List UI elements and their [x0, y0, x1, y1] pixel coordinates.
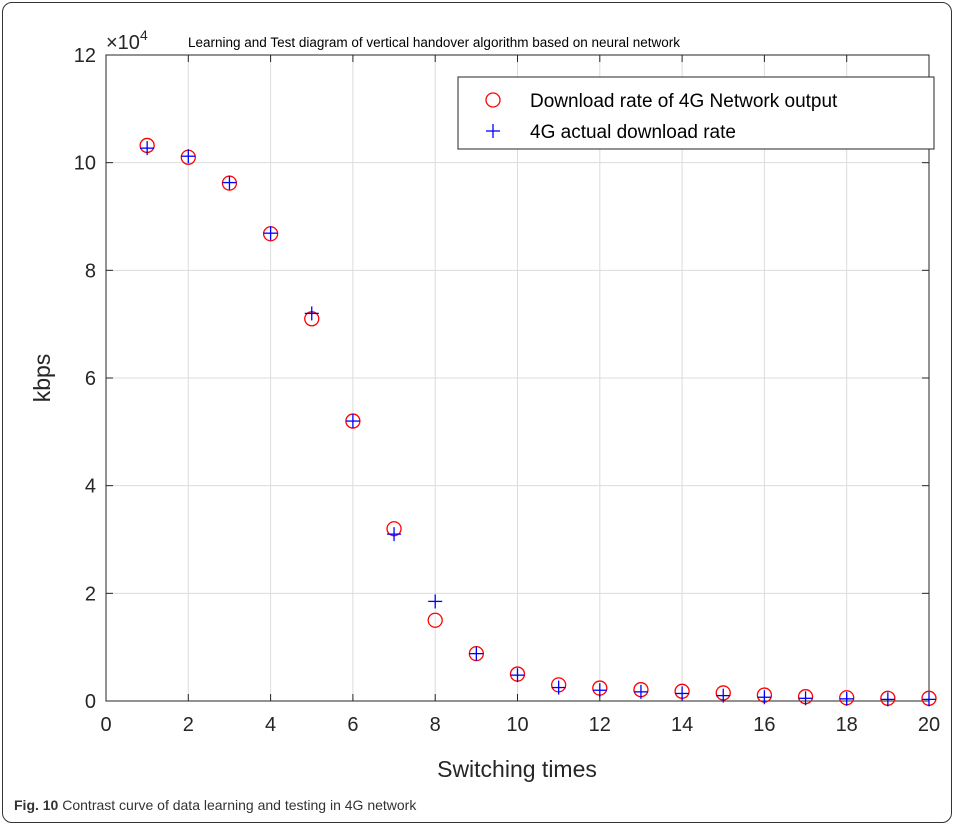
- axis-ticks: 0 2 4 6 8 10 12 14 16 18 20 0 2 4 6 8 10 12: [74, 45, 940, 736]
- x-tick-label: 2: [183, 714, 194, 736]
- data-point-plus: [222, 175, 237, 190]
- scatter-chart: 0 2 4 6 8 10 12 14 16 18 20 0 2 4 6 8 10 12 Learning and …: [29, 27, 940, 782]
- data-point-plus: [345, 414, 360, 429]
- x-tick-label: 20: [918, 714, 940, 736]
- chart-title: Learning and Test diagram of vertical ha…: [188, 35, 680, 50]
- y-multiplier: ×104: [106, 27, 148, 54]
- data-point-plus: [880, 692, 895, 707]
- data-marks: [139, 137, 937, 707]
- y-tick-label: 0: [85, 691, 96, 713]
- data-point-plus: [304, 306, 319, 321]
- data-point-plus: [428, 594, 443, 609]
- data-point-circle: [427, 612, 443, 628]
- data-point-plus: [551, 680, 566, 695]
- legend-label-2: 4G actual download rate: [530, 122, 736, 143]
- x-tick-label: 14: [671, 714, 693, 736]
- data-point-plus: [510, 668, 525, 683]
- y-tick-label: 2: [85, 583, 96, 605]
- data-point-plus: [181, 149, 196, 164]
- caption-text: Contrast curve of data learning and test…: [58, 797, 417, 813]
- y-axis-label: kbps: [29, 354, 55, 403]
- data-point-plus: [922, 692, 936, 707]
- y-tick-label: 10: [74, 153, 96, 175]
- x-tick-label: 0: [100, 714, 111, 736]
- y-multiplier-exponent: 4: [140, 27, 148, 43]
- x-tick-label: 10: [506, 714, 528, 736]
- x-tick-label: 6: [347, 714, 358, 736]
- series-2: [140, 141, 936, 707]
- legend-marker-2: [486, 124, 500, 138]
- x-tick-label: 4: [265, 714, 276, 736]
- x-tick-label: 12: [589, 714, 611, 736]
- data-point-plus: [263, 226, 278, 241]
- data-point-plus: [675, 686, 690, 701]
- data-point-plus: [469, 646, 484, 661]
- legend: Download rate of 4G Network output 4G act…: [457, 76, 935, 150]
- x-tick-label: 16: [753, 714, 775, 736]
- y-multiplier-base: ×10: [106, 32, 140, 54]
- x-tick-label: 8: [430, 714, 441, 736]
- grid-lines: [106, 55, 929, 701]
- data-point-plus: [798, 691, 813, 706]
- data-point-plus: [839, 691, 854, 706]
- figure-caption: Fig. 10 Contrast curve of data learning …: [14, 797, 416, 813]
- y-tick-label: 8: [85, 260, 96, 282]
- data-point-plus: [387, 527, 402, 542]
- data-point-plus: [633, 684, 648, 699]
- x-axis-label: Switching times: [437, 756, 597, 782]
- series-1: [139, 137, 937, 706]
- caption-label: Fig. 10: [14, 797, 59, 813]
- legend-box: [457, 76, 935, 150]
- data-point-plus: [592, 683, 607, 698]
- y-tick-label: 12: [74, 45, 96, 67]
- y-tick-label: 4: [85, 476, 96, 498]
- data-point-plus: [757, 690, 772, 705]
- y-tick-label: 6: [85, 368, 96, 390]
- data-point-plus: [140, 141, 155, 156]
- legend-marker-1: [485, 92, 501, 108]
- data-point-plus: [716, 688, 731, 703]
- x-tick-label: 18: [836, 714, 858, 736]
- legend-label-1: Download rate of 4G Network output: [530, 91, 838, 112]
